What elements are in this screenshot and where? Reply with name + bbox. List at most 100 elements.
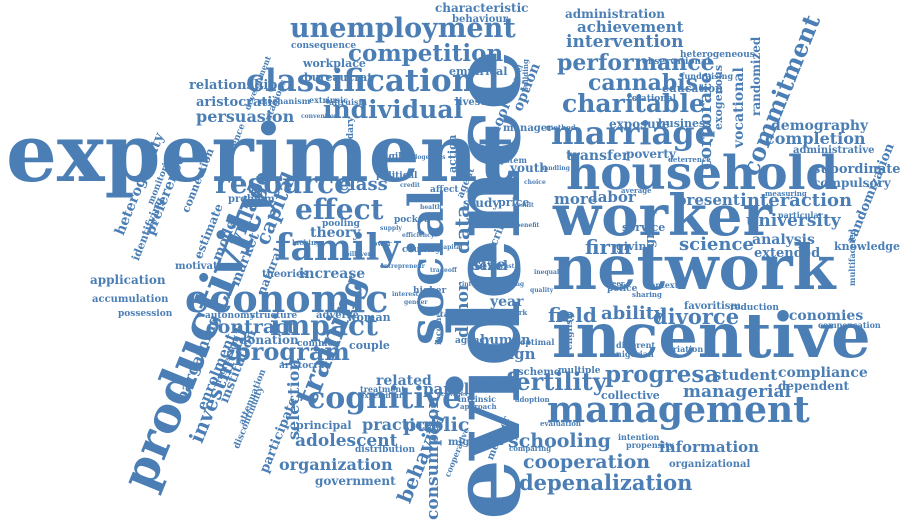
word-adoption: adoption [515,395,550,404]
word-intrinsic: intrinsic [458,394,497,404]
word-family: family [275,227,401,269]
word-action: action [446,134,459,173]
word-cognitive: cognitive [307,381,462,416]
word-cannabis: cannabis [588,70,699,96]
word-cooperation: cooperation [523,451,651,473]
word-level: level [474,259,508,274]
word-progresa: progresa [605,361,720,388]
word-theory: theory [310,225,361,241]
word-dependent: dependent [778,379,850,393]
word-compensation: compensation [818,320,881,330]
word-lower: lower [370,239,392,248]
word-reduction: reduction [730,303,779,313]
word-average: average [621,186,652,195]
word-economic: economic [185,276,389,321]
word-optimal: optimal [520,337,555,347]
word-pooling: pooling [322,219,360,229]
word-affect: affect [430,185,459,195]
word-demography: demography [771,118,869,134]
word-aristocratic: aristocratic [196,95,281,110]
word-administration: administration [565,7,665,21]
word-different: different [616,340,656,350]
word-expenditure: expenditure [360,391,408,400]
word-subordinate: subordinate [813,162,900,177]
word-exogenous: exogenous [712,64,725,130]
word-unemployment: unemployment [290,13,516,44]
word-supply: supply [380,225,402,232]
word-collective: collective [601,389,660,402]
word-student: student [713,366,778,384]
word-vocational: vocational [731,67,747,148]
word-woman: woman [347,311,391,324]
word-present: present [676,191,740,209]
word-evaluation: evaluation [540,419,581,428]
word-higher: higher [413,286,447,296]
word-tradeoff: tradeoff [430,267,457,274]
word-public: public [403,414,470,436]
word-choice: choice [524,179,546,186]
word-achievement: achievement [577,18,684,36]
word-interaction: interaction [740,190,853,211]
word-lacking: lacking [292,238,321,247]
word-theories: theories [262,269,308,280]
word-extrinsic: extrinsic [309,95,349,105]
word-eligible: eligible [376,152,414,162]
word-persuasion: persuasion [196,107,295,126]
word-handling: handling [540,165,570,172]
word-adverse: adverse [316,310,359,321]
word-efficiency: efficiency [402,232,435,239]
word-design: design [480,345,536,363]
word-youth: youth [510,161,548,175]
word-extended: extended [754,246,821,261]
word-method: method [546,123,576,132]
word-livestock: livestock [455,97,505,108]
word-randomized: randomized [749,36,763,116]
word-compliance: compliance [778,365,868,381]
word-experiment: experiment [6,106,515,200]
word-principal: principal [296,419,352,432]
word-accumulation: accumulation [92,294,169,305]
word-comparing: comparing [509,444,552,453]
word-deterrence: deterrence [668,155,711,164]
word-science: science [679,234,754,255]
word-sharing: sharing [632,290,662,299]
word-management: management [547,389,810,431]
word-measuring: measuring [765,189,807,198]
word-observational: observational [642,57,711,67]
word-endogenous: endogenous [405,154,446,161]
word-evaluate: evaluate [474,379,512,389]
word-marriage: marriage [551,114,715,152]
word-approach: approach [460,402,497,411]
word-class: class [338,174,388,195]
word-price: price [498,196,530,209]
word-political: political [376,171,418,181]
word-size: size [472,255,507,274]
word-country: country [402,245,441,255]
word-more: more [554,190,598,208]
word-intention: intention [618,432,660,442]
word-pricing: pricing [500,281,525,288]
word-nigerian: nigerian [616,349,654,359]
word-entrepreneur: entrepreneur [380,263,425,270]
word-income: income [433,312,443,345]
word-year: year [490,294,524,310]
word-individual: individual [323,95,464,124]
word-convention: convention [301,113,339,120]
word-relationship: relationship [189,78,278,93]
word-fertility: fertility [505,367,607,396]
word-characteristic: characteristic [435,1,529,15]
word-increase: increase [299,266,366,282]
word-health: health [420,204,442,211]
word-analysis: analysis [752,232,815,248]
word-contract: contract [206,316,296,338]
word-common: common [297,339,341,349]
word-intervention: intervention [566,32,684,52]
word-variation: variation [663,344,704,354]
word-inequality: inequality [534,269,568,276]
word-firm: firm [585,235,632,259]
word-organizational: organizational [669,459,751,470]
word-activities: activities [437,391,468,398]
word-gender: gender [404,299,428,306]
word-panel: panel [423,380,470,398]
word-labor: labor [592,188,636,206]
